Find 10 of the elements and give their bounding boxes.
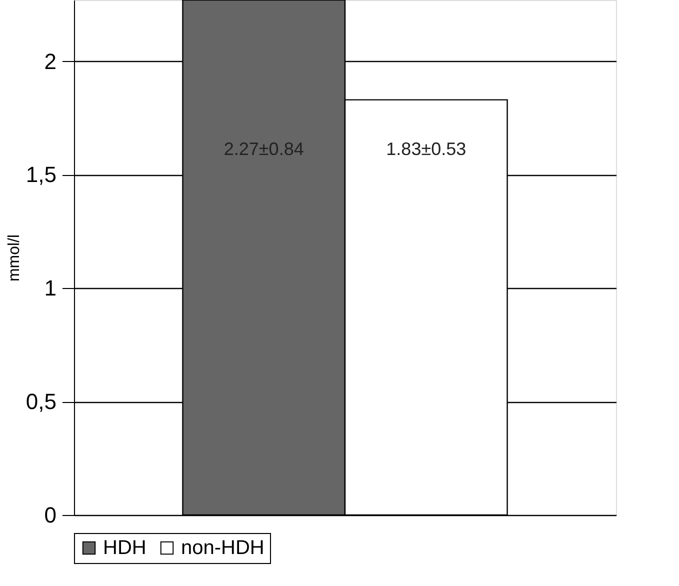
y-tick-label: 1,5: [26, 162, 56, 188]
y-tick-label: 1: [44, 276, 56, 301]
data-label: 1.83±0.53: [386, 139, 466, 159]
y-axis-title: mmol/l: [6, 234, 23, 282]
legend-label: non-HDH: [181, 537, 264, 559]
y-tick-label: 0,5: [26, 389, 56, 414]
data-label: 2.27±0.84: [224, 139, 304, 159]
y-tick-label: 2: [44, 48, 56, 74]
y-tick-label: 0: [44, 502, 56, 528]
legend-label: HDH: [103, 537, 146, 559]
